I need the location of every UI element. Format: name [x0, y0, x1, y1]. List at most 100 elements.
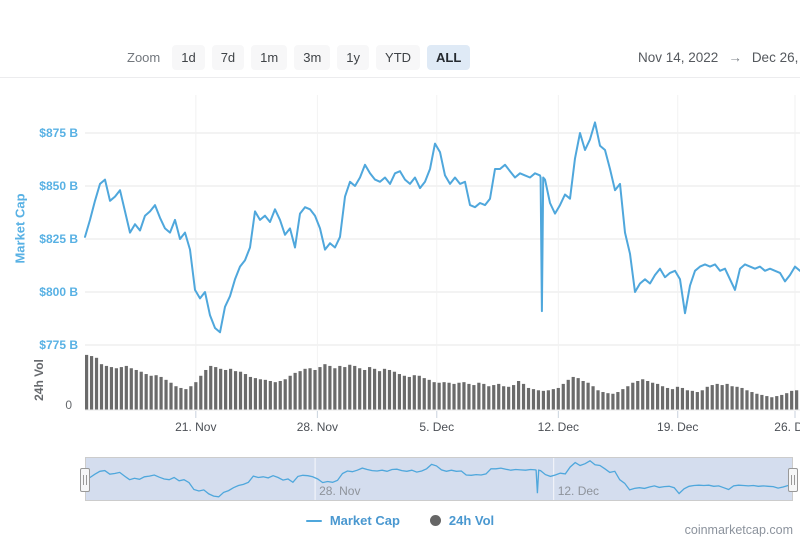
- volume-bar: [139, 371, 143, 410]
- volume-bar: [149, 375, 153, 410]
- zoom-button-ytd[interactable]: YTD: [376, 45, 421, 70]
- volume-bar: [343, 367, 347, 410]
- volume-bar: [189, 386, 193, 410]
- volume-bar: [114, 368, 118, 410]
- volume-bar: [631, 382, 635, 410]
- zoom-button-all[interactable]: ALL: [427, 45, 471, 70]
- volume-bar: [660, 386, 665, 410]
- volume-bar: [372, 368, 377, 410]
- volume-bar: [253, 378, 258, 410]
- line-marker-icon: [305, 519, 322, 522]
- volume-bar: [606, 393, 610, 410]
- volume-bar: [85, 354, 89, 410]
- legend-item-market-cap[interactable]: Market Cap: [305, 513, 400, 528]
- volume-bar: [571, 376, 575, 410]
- volume-bar: [377, 371, 382, 410]
- volume-bar: [144, 374, 148, 410]
- date-range-start[interactable]: Nov 14, 2022: [638, 50, 719, 65]
- volume-bar: [700, 390, 704, 410]
- volume-bar: [566, 379, 570, 410]
- navigator-left-handle[interactable]: [80, 468, 90, 492]
- volume-bar: [482, 383, 486, 410]
- volume-bar: [680, 387, 685, 410]
- volume-bar: [551, 389, 555, 410]
- volume-bar: [467, 383, 471, 410]
- zoom-button-1d[interactable]: 1d: [172, 45, 205, 70]
- volume-bar: [134, 369, 138, 410]
- volume-bar: [164, 379, 168, 410]
- volume-bar: [442, 382, 446, 410]
- volume-bar: [561, 383, 565, 410]
- market-cap-line: [84, 121, 800, 334]
- volume-bar: [626, 386, 630, 410]
- volume-bar: [507, 386, 511, 410]
- date-range[interactable]: Nov 14, 2022 → Dec 26, 2022: [638, 50, 800, 65]
- volume-bar: [735, 386, 739, 410]
- volume-bar: [159, 376, 163, 410]
- navigator-right-handle[interactable]: [788, 468, 798, 492]
- volume-bar: [646, 381, 650, 410]
- volume-bar: [427, 379, 431, 410]
- volume-bar: [462, 382, 466, 410]
- volume-bar: [432, 382, 436, 410]
- volume-bar: [576, 378, 580, 410]
- volume-bar: [457, 382, 461, 410]
- volume-bar: [665, 387, 670, 410]
- volume-bar: [422, 378, 426, 410]
- volume-bar: [770, 397, 774, 410]
- volume-bar: [795, 390, 799, 410]
- attribution-text: coinmarketcap.com: [684, 523, 793, 537]
- volume-bar: [780, 394, 784, 410]
- volume-bar: [447, 382, 451, 410]
- volume-bar: [348, 364, 352, 410]
- circle-marker-icon: [429, 515, 441, 526]
- legend-label: Market Cap: [329, 513, 400, 528]
- volume-bar: [596, 390, 600, 410]
- volume-bar: [775, 396, 779, 410]
- volume-bar: [720, 385, 724, 410]
- volume-bar: [651, 382, 655, 410]
- volume-bar: [760, 394, 764, 410]
- volume-bar: [313, 369, 317, 410]
- volume-bar: [621, 389, 625, 410]
- legend-item-24h-vol[interactable]: 24h Vol: [429, 513, 495, 528]
- volume-bar: [521, 383, 526, 410]
- navigator-range[interactable]: [85, 457, 793, 501]
- date-range-end[interactable]: Dec 26, 2022: [751, 50, 800, 65]
- zoom-button-7d[interactable]: 7d: [211, 45, 245, 70]
- volume-bar: [497, 383, 501, 410]
- volume-bar: [228, 368, 233, 410]
- zoom-button-3m[interactable]: 3m: [294, 45, 331, 70]
- volume-bar: [512, 385, 516, 410]
- volume-bar: [298, 371, 302, 410]
- volume-bar: [641, 379, 645, 410]
- toolbar-divider: [0, 77, 800, 78]
- volume-bar: [437, 382, 441, 410]
- volume-bar: [263, 379, 267, 410]
- volume-bar: [387, 369, 392, 410]
- volume-bar: [283, 379, 287, 410]
- chart-legend: Market Cap 24h Vol: [0, 513, 800, 528]
- volume-bar: [363, 369, 367, 410]
- volume-bar: [656, 383, 660, 410]
- volume-bar: [745, 390, 749, 410]
- zoom-button-1y[interactable]: 1y: [337, 45, 370, 70]
- volume-bar: [526, 387, 531, 410]
- volume-bar: [487, 386, 491, 410]
- volume-bar: [104, 365, 109, 410]
- volume-bar: [546, 390, 550, 410]
- volume-bar: [358, 368, 362, 410]
- volume-bar: [477, 382, 481, 410]
- volume-bar: [303, 368, 307, 410]
- volume-bar: [323, 364, 327, 410]
- zoom-button-1m[interactable]: 1m: [251, 45, 288, 70]
- volume-bar: [119, 367, 123, 410]
- volume-bar: [318, 367, 322, 410]
- navigator-line: [84, 460, 794, 498]
- volume-bar: [785, 393, 789, 410]
- volume-bar: [248, 376, 253, 410]
- legend-label: 24h Vol: [448, 513, 495, 528]
- volume-bar: [531, 389, 536, 410]
- volume-bar: [601, 392, 605, 410]
